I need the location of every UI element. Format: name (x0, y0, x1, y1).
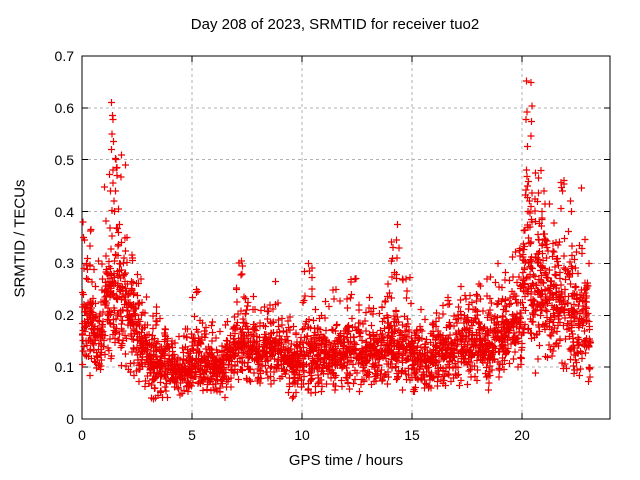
y-tick-label-0.2: 0.2 (54, 307, 74, 324)
chart-title: Day 208 of 2023, SRMTID for receiver tuo… (190, 16, 480, 33)
scatter-points (79, 77, 594, 403)
y-tick-label-0.6: 0.6 (54, 99, 74, 116)
x-tick-label-0: 0 (78, 427, 86, 443)
y-axis-label: SRMTID / TECUs (11, 179, 29, 298)
x-axis-label: GPS time / hours (288, 452, 404, 469)
y-tick-label-0.7: 0.7 (54, 48, 74, 64)
x-tick-label-20: 20 (514, 427, 530, 443)
y-tick-label-0.4: 0.4 (54, 203, 74, 220)
y-tick-label-0.1: 0.1 (54, 359, 74, 376)
x-tick-label-10: 10 (294, 427, 310, 443)
x-tick-label-5: 5 (188, 427, 196, 443)
x-tick-label-15: 15 (404, 427, 420, 443)
y-tick-label-0.3: 0.3 (54, 255, 74, 272)
y-tick-label-0.5: 0.5 (54, 151, 74, 168)
y-tick-label-0: 0 (66, 411, 74, 427)
